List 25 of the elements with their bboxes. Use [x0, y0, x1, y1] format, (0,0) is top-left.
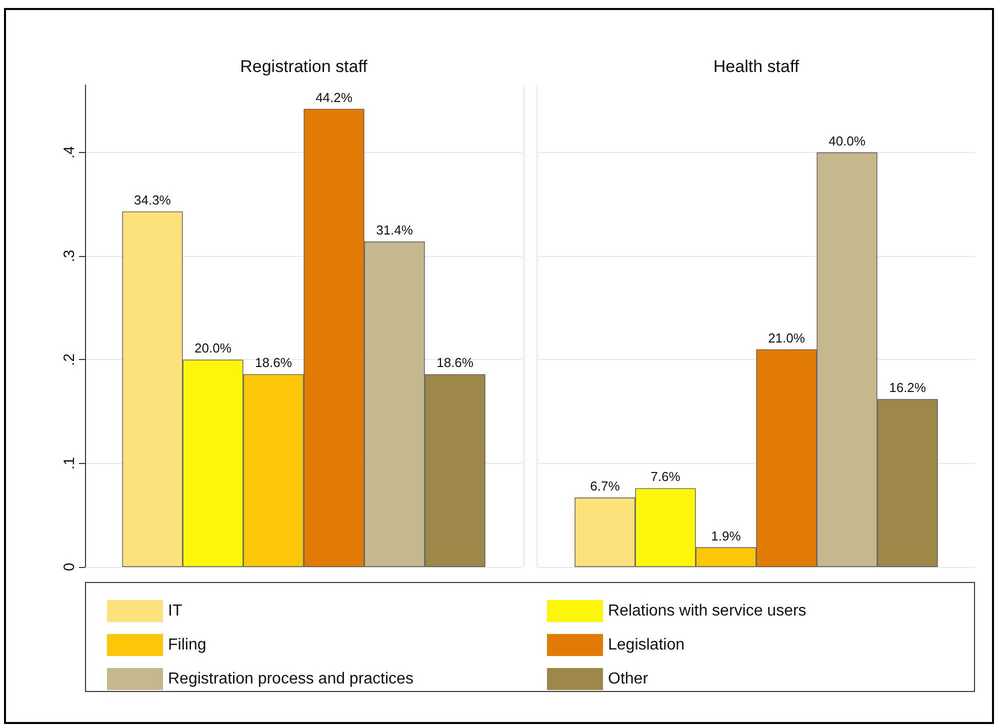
data-label: 34.3% [134, 192, 172, 208]
x-tick-label: Health staff [713, 57, 800, 76]
legend-label: Filing [168, 636, 206, 654]
y-tick-label: .4 [61, 146, 78, 159]
data-label: 6.7% [590, 478, 620, 494]
data-label: 21.0% [768, 330, 806, 346]
legend-label: Relations with service users [608, 602, 806, 620]
y-tick-label: .2 [61, 353, 78, 366]
legend-label: Other [608, 670, 649, 688]
data-label: 18.6% [436, 355, 474, 370]
data-label: 18.6% [255, 355, 292, 370]
legend-label: Legislation [608, 636, 684, 654]
data-label: 7.6% [650, 469, 681, 484]
x-tick-label: Registration staff [240, 57, 368, 76]
y-tick-label: .3 [61, 250, 78, 262]
data-label: 31.4% [376, 222, 414, 238]
legend-label: Registration process and practices [168, 670, 414, 688]
data-label: 40.0% [828, 133, 866, 148]
y-tick-label: .1 [61, 457, 78, 470]
data-label: 20.0% [194, 340, 232, 356]
y-tick-label: 0 [61, 562, 78, 572]
data-label: 16.2% [889, 380, 926, 396]
data-label: 44.2% [316, 90, 353, 105]
legend-label: IT [168, 602, 182, 620]
data-label: 1.9% [711, 528, 742, 544]
